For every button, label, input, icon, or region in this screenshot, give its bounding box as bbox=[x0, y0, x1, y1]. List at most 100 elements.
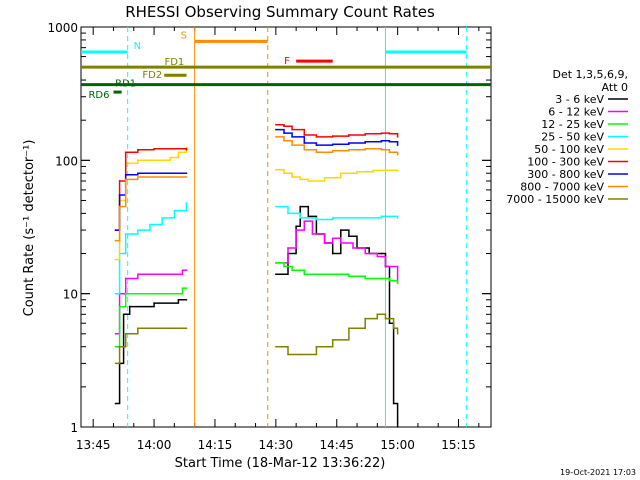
series-point bbox=[307, 180, 310, 182]
series-point bbox=[185, 327, 188, 330]
legend-title-line-1: Det 1,3,5,6,9, bbox=[552, 68, 628, 81]
legend-label: 6 - 12 keV bbox=[548, 106, 604, 119]
series-point bbox=[388, 169, 391, 172]
series-point bbox=[331, 217, 334, 219]
series-point bbox=[340, 229, 342, 231]
series-point bbox=[396, 154, 399, 156]
series-point bbox=[299, 353, 302, 356]
series-point bbox=[388, 151, 391, 154]
series-point bbox=[352, 247, 354, 249]
series-point bbox=[396, 170, 399, 172]
x-tick-label: 14:00 bbox=[137, 438, 172, 452]
series-point bbox=[315, 144, 318, 146]
series-point bbox=[153, 148, 155, 150]
series-point bbox=[149, 223, 151, 226]
series-point bbox=[392, 402, 395, 405]
series-point bbox=[396, 144, 399, 146]
series-point bbox=[307, 215, 310, 218]
series-point bbox=[177, 151, 180, 154]
series-point bbox=[275, 273, 277, 275]
series-point bbox=[315, 218, 318, 221]
series-point bbox=[124, 292, 127, 295]
series-25-50-kev bbox=[114, 202, 399, 295]
x-ticks bbox=[92, 27, 480, 427]
series-point bbox=[315, 136, 318, 138]
series-line bbox=[115, 147, 188, 261]
flag-n: N bbox=[81, 41, 467, 54]
series-point bbox=[303, 142, 306, 144]
flag-f: F bbox=[284, 56, 333, 67]
series-point bbox=[118, 305, 121, 308]
series-point bbox=[169, 172, 172, 175]
series-point bbox=[185, 202, 188, 204]
series-point bbox=[396, 426, 399, 428]
series-point bbox=[137, 229, 139, 231]
series-point bbox=[153, 159, 155, 162]
series-point bbox=[137, 148, 139, 151]
series-point bbox=[331, 237, 334, 240]
legend-label: 50 - 100 keV bbox=[534, 143, 604, 156]
footer-timestamp: 19-Oct-2021 17:03 bbox=[560, 468, 636, 477]
vertical-markers bbox=[127, 27, 468, 427]
series-point bbox=[348, 235, 350, 237]
series-point bbox=[169, 176, 172, 178]
series-point bbox=[185, 269, 188, 271]
series-point bbox=[169, 327, 172, 330]
series-point bbox=[364, 148, 366, 150]
series-point bbox=[311, 233, 314, 235]
series-point bbox=[315, 345, 318, 348]
series-point bbox=[348, 148, 350, 151]
series-point bbox=[283, 140, 285, 142]
flag-label-f: F bbox=[284, 56, 290, 67]
series-point bbox=[331, 149, 334, 152]
series-point bbox=[181, 287, 184, 289]
series-point bbox=[291, 128, 293, 131]
series-point bbox=[137, 292, 139, 295]
series-point bbox=[299, 217, 302, 219]
legend-label: 25 - 50 keV bbox=[541, 131, 604, 144]
series-point bbox=[275, 345, 277, 348]
series-point bbox=[396, 217, 399, 219]
series-point bbox=[118, 205, 121, 208]
x-tick-label: 15:00 bbox=[380, 438, 415, 452]
series-point bbox=[137, 327, 139, 330]
series-point bbox=[388, 322, 391, 325]
series-point bbox=[114, 362, 117, 365]
series-point bbox=[331, 339, 334, 341]
flag-rd6: RD6 bbox=[88, 90, 122, 101]
series-point bbox=[124, 178, 127, 181]
series-line bbox=[115, 202, 188, 295]
series-point bbox=[348, 327, 350, 330]
x-tick-label: 14:30 bbox=[259, 438, 294, 452]
series-point bbox=[169, 273, 172, 275]
flag-label-n: N bbox=[134, 41, 141, 52]
series-point bbox=[124, 173, 127, 176]
flag-fd2: FD2 bbox=[142, 70, 187, 81]
series-point bbox=[153, 327, 155, 330]
series-point bbox=[348, 134, 350, 136]
series-point bbox=[287, 212, 289, 215]
series-point bbox=[295, 225, 297, 228]
series-point bbox=[388, 133, 391, 135]
legend-label: 12 - 25 keV bbox=[541, 118, 604, 131]
series-point bbox=[114, 333, 117, 335]
series-line bbox=[115, 148, 188, 231]
legend-title-line-2: Att 0 bbox=[602, 81, 628, 94]
series-point bbox=[364, 133, 366, 135]
y-tick-label: 1000 bbox=[47, 21, 78, 35]
series-point bbox=[124, 233, 127, 235]
series-6-12-kev bbox=[114, 220, 399, 335]
series-point bbox=[283, 172, 285, 175]
series-point bbox=[291, 176, 293, 178]
series-point bbox=[348, 142, 350, 144]
flag-rd1: RD1 bbox=[81, 79, 491, 90]
series-point bbox=[380, 252, 383, 255]
series-point bbox=[380, 132, 383, 134]
series-point bbox=[303, 148, 306, 151]
series-point bbox=[303, 134, 306, 136]
series-line bbox=[115, 176, 187, 242]
series-line bbox=[275, 262, 399, 284]
series-point bbox=[118, 345, 121, 348]
series-point bbox=[364, 252, 366, 255]
